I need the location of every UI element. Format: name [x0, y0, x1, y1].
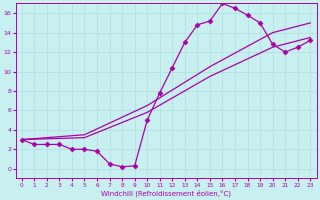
X-axis label: Windchill (Refroidissement éolien,°C): Windchill (Refroidissement éolien,°C)	[101, 189, 231, 197]
